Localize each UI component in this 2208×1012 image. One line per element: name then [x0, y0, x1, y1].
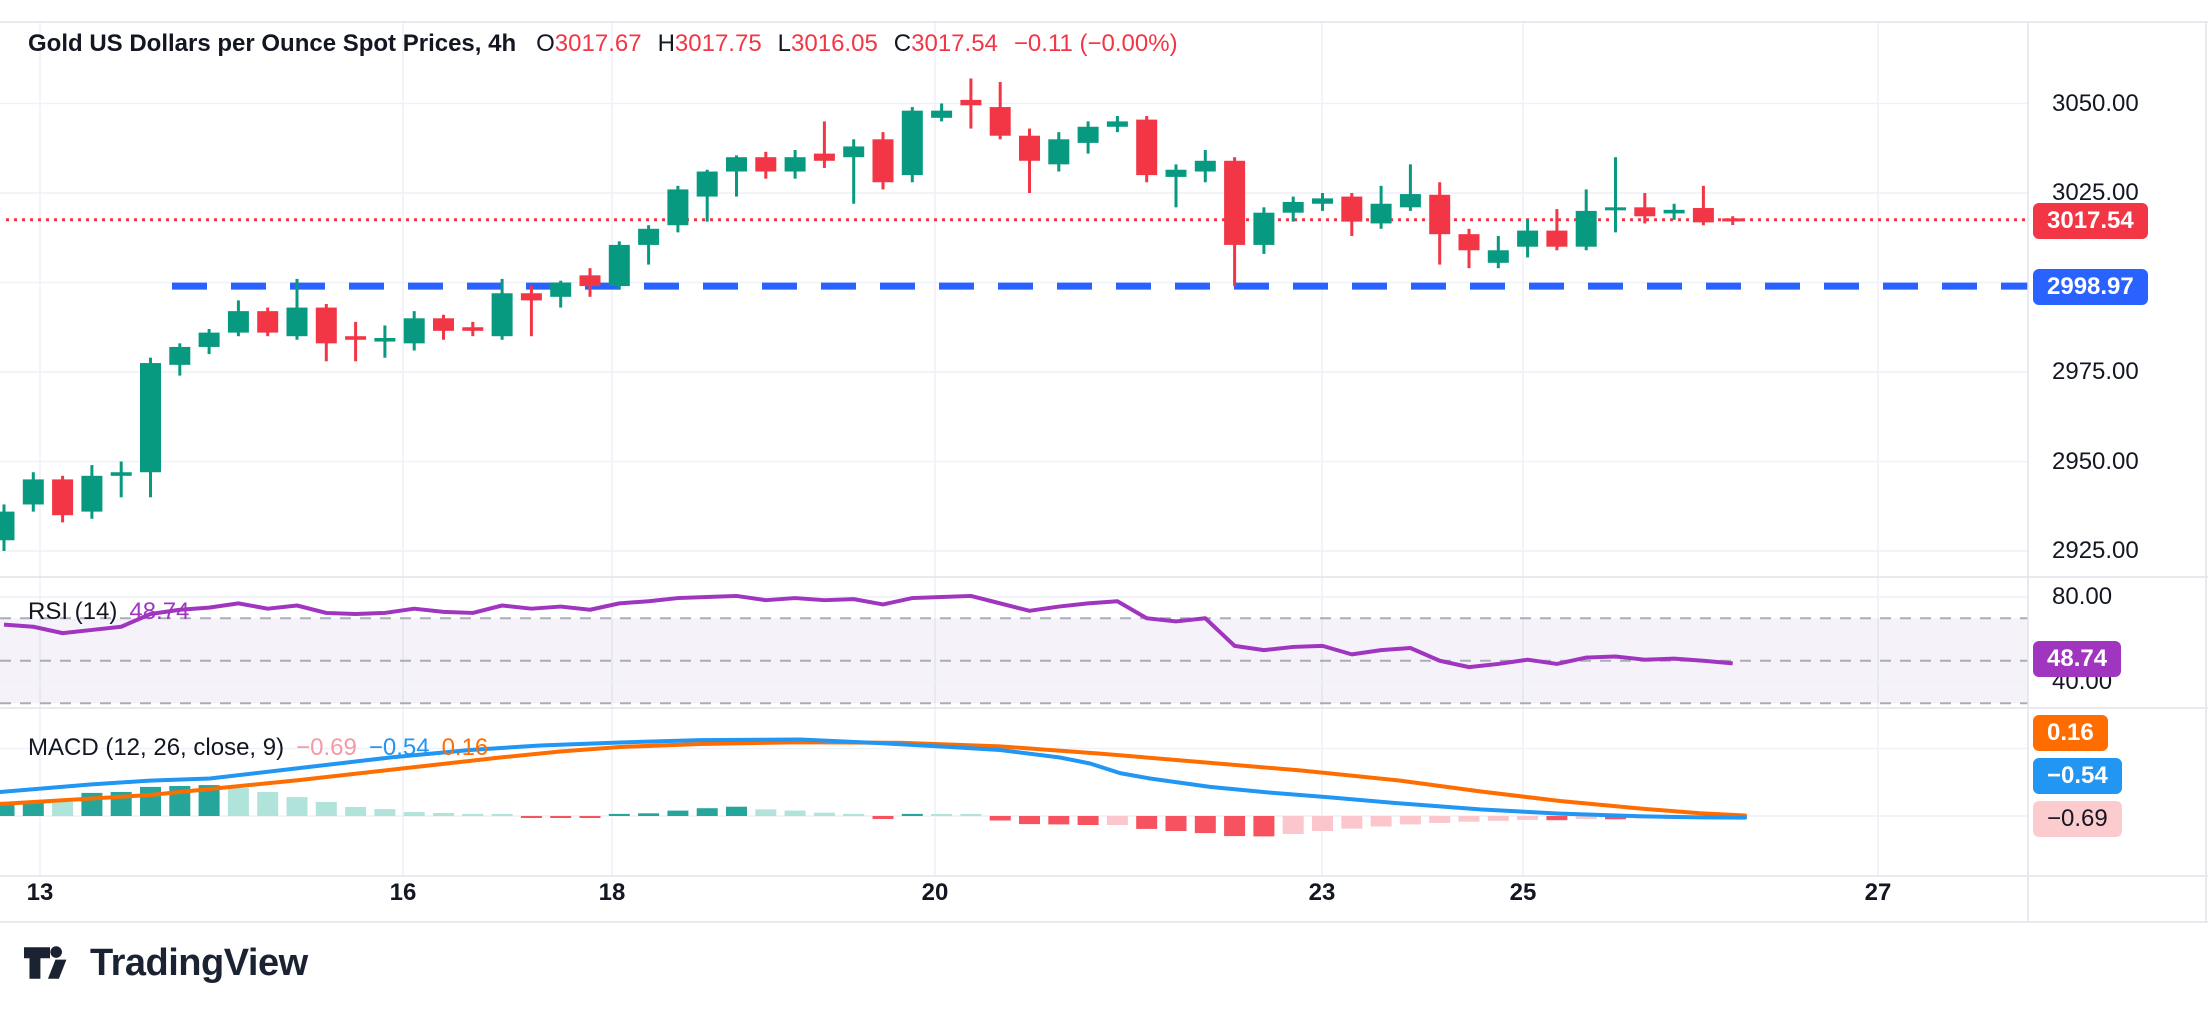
chart-title-row: Gold US Dollars per Ounce Spot Prices, 4…	[28, 30, 1178, 58]
open-value: 3017.67	[554, 30, 642, 57]
support-level-badge: 2998.97	[2033, 269, 2148, 305]
close-label: C	[893, 30, 912, 57]
ohlc-low: L3016.05	[778, 30, 878, 57]
tradingview-wordmark: TradingView	[90, 941, 308, 984]
close-value: 3017.54	[911, 30, 998, 57]
symbol-title[interactable]: Gold US Dollars per Ounce Spot Prices, 4…	[28, 30, 517, 57]
ohlc-close: C3017.54	[894, 30, 998, 57]
rsi-badge: 48.74	[2033, 641, 2122, 677]
low-label: L	[777, 30, 792, 57]
macd-signal-badge: 0.16	[2033, 715, 2108, 751]
rsi-name: RSI (14)	[28, 598, 118, 625]
macd-line-badge: −0.54	[2033, 758, 2122, 794]
rsi-tick: 80.00	[2052, 583, 2113, 610]
macd-line-value: −0.54	[368, 734, 430, 761]
rsi-value: 48.74	[129, 598, 190, 625]
time-tick: 23	[1308, 879, 1336, 906]
ohlc-high: H3017.75	[658, 30, 762, 57]
macd-label-row[interactable]: MACD (12, 26, close, 9) −0.69 −0.54 0.16	[28, 734, 488, 762]
price-tick: 3025.00	[2052, 179, 2139, 206]
last-price-badge: 3017.54	[2033, 203, 2148, 239]
high-value: 3017.75	[674, 30, 762, 57]
price-tick: 3050.00	[2052, 89, 2139, 117]
price-tick: 2925.00	[2052, 537, 2139, 564]
high-label: H	[657, 30, 675, 57]
time-tick: 16	[389, 879, 417, 906]
rsi-label-row[interactable]: RSI (14) 48.74	[28, 598, 189, 626]
time-tick: 27	[1864, 879, 1892, 906]
tradingview-logo[interactable]: TradingView	[24, 940, 308, 986]
ohlc-open: O3017.67	[536, 30, 641, 57]
time-tick: 20	[921, 879, 949, 906]
low-value: 3016.05	[791, 30, 878, 57]
time-tick: 18	[598, 879, 626, 906]
price-change: −0.11 (−0.00%)	[1013, 30, 1178, 57]
open-label: O	[536, 30, 555, 57]
price-tick: 2950.00	[2052, 447, 2139, 475]
macd-hist-value: −0.69	[296, 734, 357, 761]
tradingview-logo-icon	[24, 946, 67, 979]
price-tick: 2975.00	[2052, 358, 2139, 385]
macd-signal-value: 0.16	[441, 734, 489, 761]
macd-hist-badge: −0.69	[2033, 801, 2122, 837]
time-tick: 25	[1509, 879, 1537, 906]
macd-name: MACD (12, 26, close, 9)	[28, 734, 285, 761]
time-tick: 13	[26, 879, 54, 906]
